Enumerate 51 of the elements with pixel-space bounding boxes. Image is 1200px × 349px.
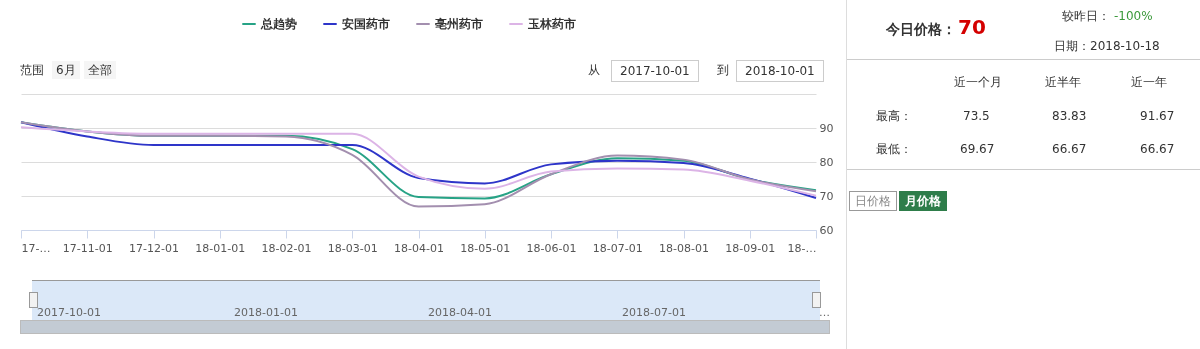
legend-label: 总趋势	[260, 17, 297, 31]
text: -100%	[1114, 8, 1153, 25]
text: 2017-10-01	[37, 305, 101, 321]
text: 6月	[52, 61, 80, 79]
text: 2017-10-01	[611, 60, 699, 82]
x-tick-label: 18-02-01	[261, 241, 312, 255]
x-tick-label: 18-…	[787, 241, 817, 255]
x-tick-label: 17-…	[21, 241, 51, 255]
text: 月价格	[899, 191, 947, 211]
text: 2018-04-01	[428, 305, 492, 321]
x-tick-label: 18-04-01	[394, 241, 444, 255]
text: 近半年	[1045, 74, 1081, 91]
text: 69.67	[960, 141, 995, 158]
text: 66.67	[1140, 141, 1175, 158]
text: 今日价格：	[886, 20, 956, 38]
text: 日期：2018-10-18	[1054, 38, 1160, 55]
x-tick-label: 18-01-01	[195, 241, 246, 255]
legend-label: 安国药市	[342, 17, 390, 31]
y-tick-label: 90	[819, 121, 834, 135]
x-tick-label: 17-11-01	[62, 241, 113, 255]
text: 日价格	[849, 191, 897, 211]
text: 66.67	[1052, 141, 1087, 158]
text: 从	[588, 62, 600, 79]
x-tick-label: 18-06-01	[526, 241, 577, 255]
legend-label: 亳州药市	[435, 17, 483, 31]
x-tick-label: 18-03-01	[327, 241, 378, 255]
text: 最高：	[876, 108, 912, 125]
text: 较昨日：	[1062, 8, 1110, 25]
text: …	[819, 305, 830, 321]
text: 73.5	[963, 108, 990, 125]
y-tick-label: 80	[819, 155, 834, 169]
legend-label: 玉林药市	[527, 17, 576, 31]
text: 近一年	[1131, 74, 1167, 91]
x-tick-label: 18-09-01	[725, 241, 776, 255]
text: 83.83	[1052, 108, 1087, 125]
x-tick-label: 18-07-01	[592, 241, 643, 255]
text: 2018-07-01	[622, 305, 686, 321]
text: 到	[717, 62, 729, 79]
x-tick-label: 18-08-01	[659, 241, 709, 255]
text: 70	[958, 14, 986, 40]
text: 91.67	[1140, 108, 1175, 125]
text: 范围	[20, 62, 44, 79]
text: 最低：	[876, 141, 912, 158]
x-tick-label: 17-12-01	[129, 241, 179, 255]
text: 2018-10-01	[736, 60, 824, 82]
y-tick-label: 60	[819, 223, 834, 237]
text: 近一个月	[954, 74, 1002, 91]
y-tick-label: 70	[819, 189, 834, 203]
text: 2018-01-01	[234, 305, 298, 321]
x-tick-label: 18-05-01	[460, 241, 511, 255]
text: 全部	[84, 61, 116, 79]
